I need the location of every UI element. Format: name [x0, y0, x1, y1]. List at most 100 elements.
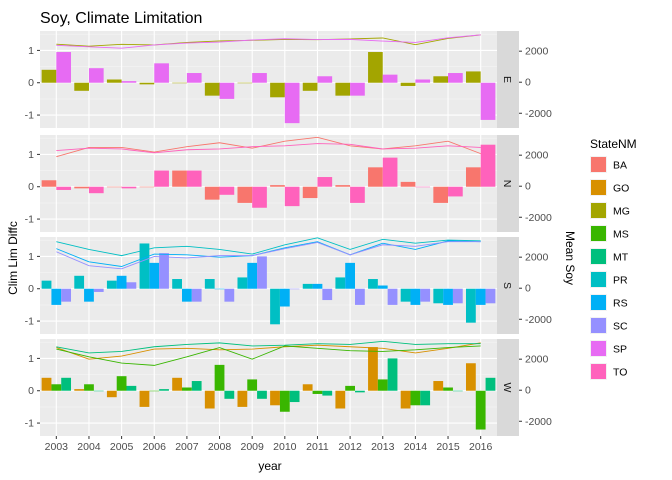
bar-S-RS-2004 [84, 288, 94, 302]
bar-W-MS-2006 [149, 390, 160, 392]
bar-S-PR-2013 [368, 279, 378, 289]
legend-item-SP: SP [590, 340, 627, 357]
legend-swatch-TO [591, 364, 606, 379]
bar-N-BA-2010 [270, 185, 285, 187]
bar-W-GO-2005 [106, 390, 117, 398]
left-tick-label: -1 [25, 110, 34, 122]
bar-E-SP-2003 [56, 52, 72, 83]
line-S-PR [56, 237, 481, 257]
bar-E-MG-2009 [237, 82, 253, 84]
bar-W-GO-2015 [433, 381, 444, 391]
bar-S-PR-2009 [237, 277, 248, 289]
bar-S-RS-2010 [279, 288, 290, 307]
bar-W-GO-2003 [41, 377, 52, 391]
bar-W-MT-2014 [420, 390, 431, 406]
bar-W-GO-2014 [400, 390, 411, 409]
legend-label-TO: TO [613, 367, 627, 379]
bar-E-MG-2007 [172, 82, 187, 84]
bar-N-TO-2013 [382, 157, 398, 187]
bar-E-MG-2010 [270, 82, 285, 98]
bar-S-SC-2012 [355, 288, 365, 305]
right-tick-label: 0 [525, 283, 531, 295]
bar-W-GO-2008 [204, 390, 215, 409]
x-tick-label-2016: 2016 [469, 441, 493, 453]
right-y-axis-label: Mean Soy [563, 231, 577, 285]
bar-N-BA-2007 [172, 170, 187, 187]
line-N-TO [56, 143, 481, 154]
facet-strip-label: S [501, 282, 513, 289]
bar-W-MT-2005 [126, 385, 137, 391]
bar-W-MT-2013 [387, 358, 398, 391]
bar-E-SP-2016 [480, 82, 496, 120]
x-tick-label-2005: 2005 [110, 441, 134, 453]
legend-label-MG: MG [613, 206, 630, 218]
bar-W-MT-2009 [257, 390, 267, 399]
line-E-MG [56, 34, 481, 47]
bar-E-MG-2015 [433, 76, 449, 83]
bar-N-BA-2014 [400, 181, 416, 187]
bar-N-TO-2005 [121, 186, 137, 189]
legend-swatch-BA [591, 157, 606, 172]
left-tick-label: 1 [28, 45, 34, 57]
bar-S-SC-2011 [322, 288, 333, 301]
bar-N-TO-2003 [56, 186, 72, 190]
bar-W-MS-2015 [443, 387, 453, 391]
left-tick-label: 0 [28, 283, 34, 295]
bar-S-PR-2014 [400, 288, 411, 302]
right-tick-label: 2000 [525, 150, 549, 162]
bar-N-BA-2015 [433, 186, 449, 203]
right-tick-label: 0 [525, 77, 531, 89]
bar-N-TO-2006 [154, 170, 169, 187]
x-tick-label-2015: 2015 [436, 441, 460, 453]
bar-S-SC-2008 [224, 288, 235, 302]
legend: BA GO MG MS MT PR RS SC SP TO [590, 156, 630, 380]
x-tick-label-2013: 2013 [371, 441, 395, 453]
bar-S-RS-2006 [149, 262, 160, 289]
bar-N-BA-2008 [204, 186, 220, 200]
legend-swatch-MS [591, 226, 606, 241]
bar-W-MS-2013 [377, 379, 388, 391]
bar-N-TO-2004 [88, 186, 104, 194]
x-axis-label: year [258, 459, 281, 473]
bar-S-PR-2003 [41, 280, 52, 289]
x-axis: 2003 2004 2005 2006 2007 2008 2009 2010 2011 2012… [45, 436, 493, 453]
bar-S-SC-2015 [452, 288, 463, 304]
bar-W-MS-2007 [182, 387, 192, 391]
bar-E-MG-2004 [74, 82, 89, 91]
bar-S-SC-2007 [191, 288, 202, 302]
bar-S-RS-2003 [51, 288, 62, 305]
bar-E-SP-2014 [415, 79, 431, 83]
bar-N-TO-2015 [448, 186, 463, 197]
bar-S-RS-2013 [377, 285, 388, 289]
bar-S-SC-2009 [257, 256, 267, 289]
legend-swatch-SP [591, 341, 606, 356]
legend-swatch-PR [591, 272, 606, 287]
bar-S-RS-2011 [312, 283, 323, 289]
bar-W-MS-2005 [116, 376, 127, 391]
bar-N-BA-2012 [335, 185, 351, 187]
right-tick-label: 2000 [525, 252, 549, 264]
bar-S-RS-2016 [475, 288, 486, 305]
right-tick-label: 2000 [525, 354, 549, 366]
bar-E-MG-2006 [139, 82, 155, 85]
facet-strip-label: N [501, 180, 513, 188]
bar-W-MT-2006 [159, 389, 169, 391]
bar-S-RS-2005 [116, 275, 127, 289]
bar-W-GO-2009 [237, 390, 248, 407]
bar-E-SP-2011 [317, 76, 333, 83]
legend-item-TO: TO [590, 363, 627, 380]
line-E-SP [56, 34, 481, 49]
bar-W-MT-2008 [224, 390, 235, 399]
facet-N: -1 0 1 N -2000 0 2000 [25, 135, 552, 232]
left-tick-label: -1 [25, 316, 34, 328]
bar-W-MT-2007 [191, 381, 202, 391]
bar-W-MS-2009 [247, 379, 258, 391]
legend-item-GO: GO [590, 179, 629, 196]
bar-E-SP-2013 [382, 74, 398, 83]
bar-E-SP-2007 [186, 73, 202, 83]
left-tick-label: -1 [25, 214, 34, 226]
bar-S-PR-2005 [106, 280, 117, 289]
line-W-GO [56, 342, 481, 360]
bar-W-GO-2013 [368, 347, 378, 391]
legend-item-MS: MS [590, 225, 629, 242]
